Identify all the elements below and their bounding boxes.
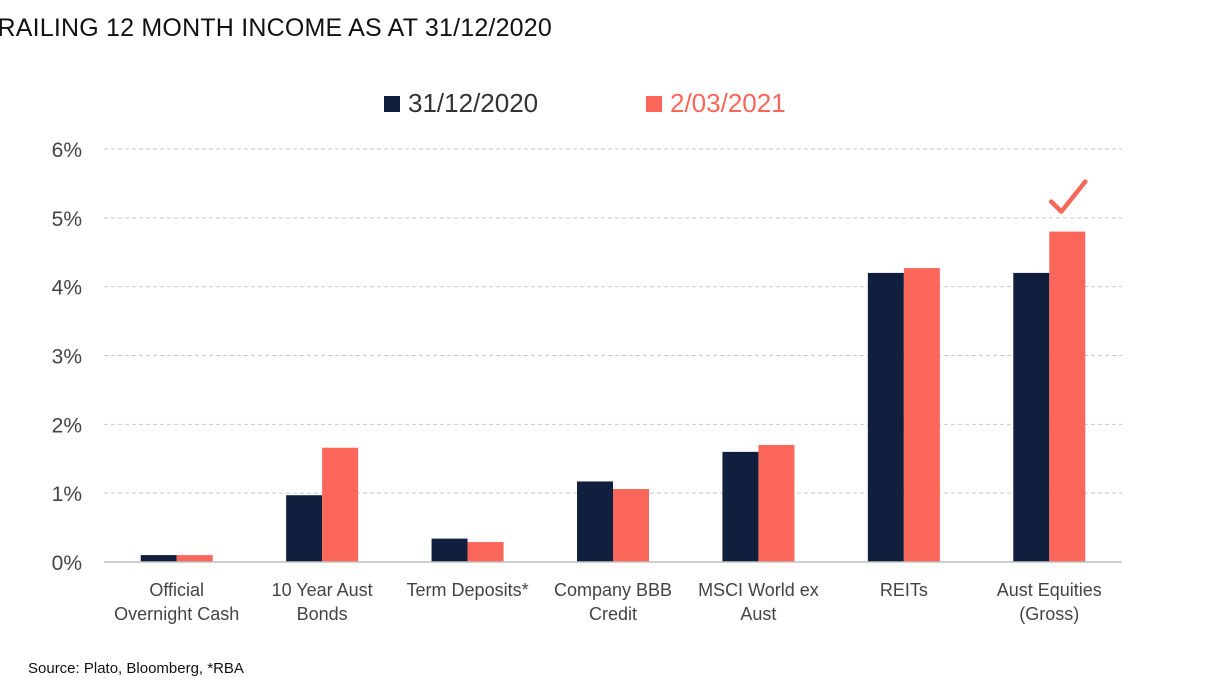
page-title: TRAILING 12 MONTH INCOME AS AT 31/12/202…: [0, 14, 552, 42]
y-tick-label: 6%: [52, 139, 82, 162]
bar-series-1: [1013, 272, 1050, 562]
bar-series-2: [903, 268, 940, 562]
bar-series-1: [431, 538, 468, 562]
x-tick-label-line: Company BBB: [554, 580, 672, 600]
bar-series-2: [613, 489, 649, 562]
x-tick-label: Company BBB Credit: [554, 580, 672, 624]
legend-swatch-series-2: [646, 95, 662, 112]
y-tick-label: 3%: [52, 346, 82, 369]
y-tick-label: 0%: [52, 552, 82, 575]
bar-series-2: [322, 447, 359, 562]
bar-series-1: [140, 555, 177, 562]
bar-series-1: [867, 272, 904, 562]
x-tick-label-line: Term Deposits*: [407, 580, 529, 600]
x-tick-label: Aust Equities (Gross): [997, 580, 1102, 624]
x-tick-label: 10 Year Aust Bonds: [272, 580, 373, 624]
x-tick-label-line: REITs: [880, 580, 928, 600]
x-axis-labels: Official Overnight Cash 10 Year Aust Bonds T…: [114, 580, 1102, 624]
bar-series-2: [758, 444, 795, 562]
y-tick-label: 2%: [52, 414, 82, 437]
bar-series-1: [286, 495, 323, 562]
x-tick-label: MSCI World ex Aust: [698, 580, 819, 624]
x-tick-label-line: Aust: [740, 604, 776, 624]
legend-label-series-2: 2/03/2021: [670, 88, 786, 118]
legend-item-series-2: 2/03/2021: [646, 88, 786, 119]
bar-chart: 0% 1% 2% 3% 4% 5% 6% Official Overnight Cash 10 …: [52, 139, 1122, 624]
x-tick-label: Term Deposits*: [407, 580, 529, 600]
y-tick-label: 4%: [52, 277, 82, 300]
legend-swatch-series-1: [384, 95, 400, 112]
legend-item-series-1: 31/12/2020: [384, 88, 538, 119]
x-tick-label: REITs: [880, 580, 928, 600]
x-tick-label: Official Overnight Cash: [114, 580, 239, 624]
y-tick-label: 5%: [52, 208, 82, 231]
legend-label-series-1: 31/12/2020: [408, 88, 539, 118]
bars: [140, 231, 1086, 562]
y-axis-ticks: 0% 1% 2% 3% 4% 5% 6%: [52, 139, 82, 575]
bar-series-2: [467, 542, 504, 562]
x-tick-label-line: (Gross): [1019, 604, 1079, 624]
x-tick-label-line: Aust Equities: [997, 580, 1102, 600]
source-note: Source: Plato, Bloomberg, *RBA: [28, 660, 244, 677]
x-tick-label-line: MSCI World ex: [698, 580, 819, 600]
bar-series-2: [1049, 231, 1086, 562]
x-tick-label-line: Official: [149, 580, 204, 600]
annotations: [1049, 179, 1088, 214]
y-tick-label: 1%: [52, 483, 82, 506]
x-tick-label-line: Bonds: [297, 604, 348, 624]
bar-series-1: [722, 451, 759, 562]
checkmark-icon: [1049, 179, 1088, 214]
gridlines: [104, 148, 1122, 494]
bar-series-1: [577, 481, 613, 562]
x-tick-label-line: Overnight Cash: [114, 604, 239, 624]
x-tick-label-line: 10 Year Aust: [272, 580, 373, 600]
x-tick-label-line: Credit: [589, 604, 637, 624]
bar-series-2: [176, 555, 213, 562]
